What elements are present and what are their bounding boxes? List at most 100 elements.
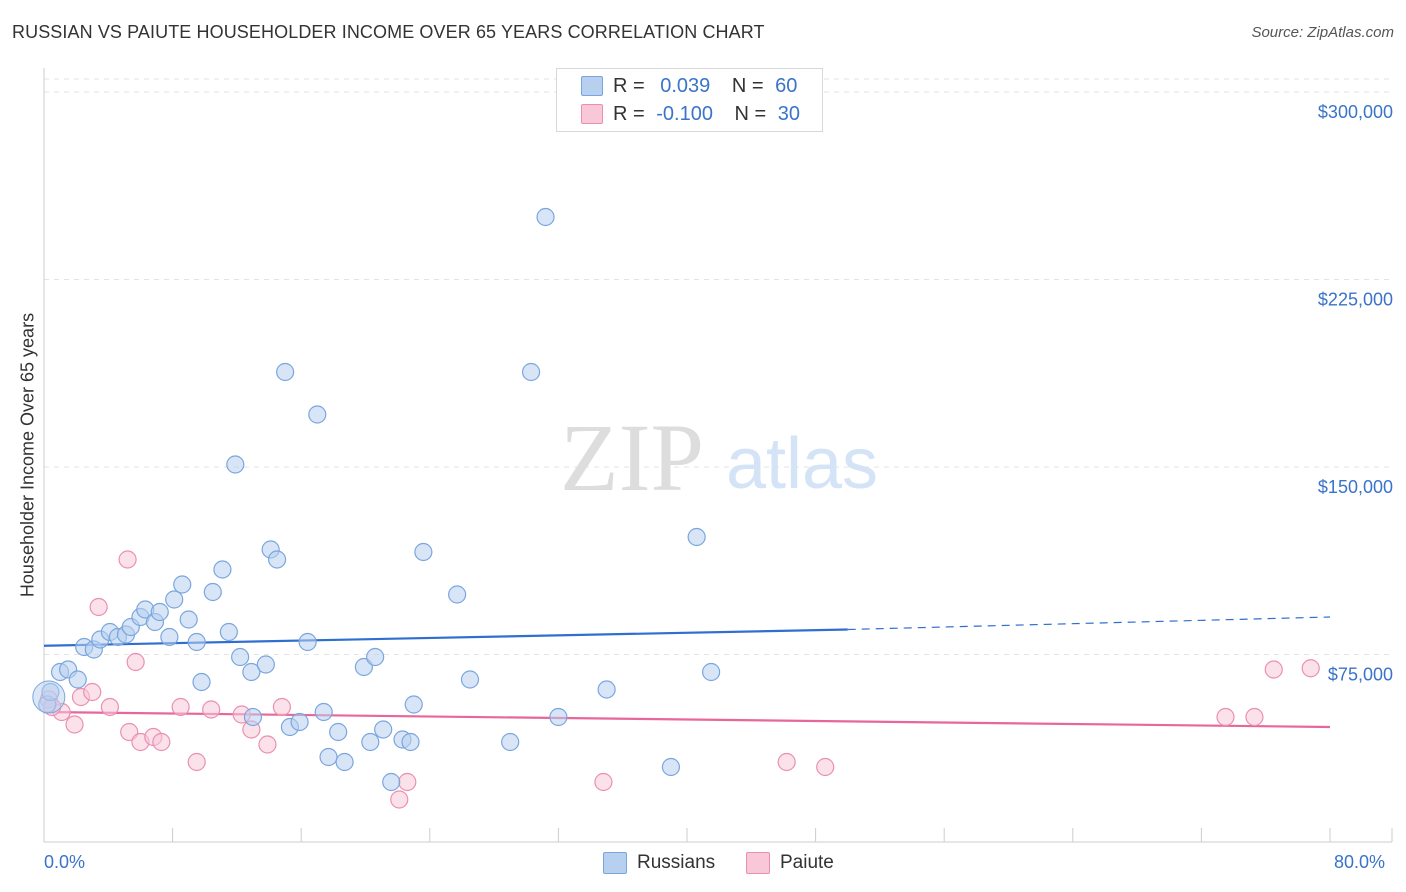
russians-point: [329, 722, 348, 742]
russians-point: [702, 662, 721, 682]
paiute-point: [390, 790, 409, 809]
russians-point: [448, 585, 467, 604]
paiute-point: [1245, 707, 1264, 727]
russians-point: [242, 662, 261, 682]
paiute-point: [202, 700, 221, 719]
paiute-point: [171, 697, 190, 717]
watermark-zip: ZIP: [560, 404, 704, 511]
paiute-point: [187, 752, 206, 772]
paiute-point: [83, 682, 102, 702]
paiute-point: [272, 697, 292, 717]
russians-point: [401, 732, 420, 752]
russians-point: [404, 695, 423, 714]
russians-point: [256, 655, 275, 674]
russians-point: [374, 720, 393, 739]
gridlines: [44, 78, 1392, 655]
paiute-point: [89, 597, 108, 617]
russians-point: [203, 582, 222, 602]
legend-r-label: R =: [613, 74, 645, 97]
paiute-point: [152, 732, 171, 752]
russians-point: [243, 707, 263, 727]
russians-point: [687, 527, 706, 547]
russians-points: [32, 207, 721, 792]
legend-paiute-r: -0.100: [656, 102, 713, 125]
russians-point: [366, 647, 385, 667]
russians-point: [173, 575, 192, 594]
russians-point: [501, 732, 520, 752]
chart-title: RUSSIAN VS PAIUTE HOUSEHOLDER INCOME OVE…: [12, 22, 765, 42]
paiute-point: [816, 757, 835, 777]
russians-point: [298, 632, 317, 652]
paiute-point: [118, 550, 137, 569]
y-tick-label: $300,000: [1318, 102, 1393, 122]
russians-point: [536, 207, 555, 227]
paiute-point: [777, 752, 796, 772]
y-tick-label: $150,000: [1318, 477, 1393, 497]
russians-point: [414, 542, 433, 562]
russians-point: [319, 747, 338, 767]
russians-point: [150, 602, 169, 622]
legend-r-label: R =: [613, 102, 645, 125]
legend-item-russians[interactable]: Russians: [603, 852, 715, 874]
legend-russians-r: 0.039: [660, 74, 711, 97]
paiute-point: [594, 772, 613, 792]
legend-swatch-paiute: [746, 852, 770, 874]
russians-point: [192, 672, 211, 692]
russians-point-cluster: [32, 680, 66, 714]
russians-point: [68, 670, 87, 689]
y-tick-label: $225,000: [1318, 290, 1393, 310]
russians-point: [267, 550, 287, 569]
russians-point: [335, 752, 354, 772]
russians-point: [549, 707, 568, 727]
russians-point: [661, 757, 681, 777]
russians-point: [290, 712, 309, 732]
russians-point: [226, 455, 245, 474]
legend-swatch-russians: [581, 76, 603, 96]
y-tick-labels: $75,000 $150,000 $225,000 $300,000: [1318, 102, 1393, 685]
russians-point: [231, 647, 250, 667]
legend-label-paiute: Paiute: [780, 852, 834, 873]
russians-point: [187, 632, 206, 652]
legend-paiute-n: 30: [777, 102, 801, 125]
russians-point: [308, 405, 327, 424]
paiute-point: [258, 735, 277, 754]
x-tick-label-max: 80.0%: [1334, 852, 1386, 872]
y-tick-label: $75,000: [1328, 665, 1393, 685]
legend-n-label: N =: [731, 74, 764, 97]
legend-swatch-paiute: [581, 104, 603, 124]
russians-trend-extension: [847, 616, 1331, 631]
correlation-legend: R = 0.039 N = 60 R = -0.100 N = 30: [556, 68, 823, 132]
russians-trend-line: [43, 628, 848, 647]
paiute-point: [1301, 659, 1320, 678]
russians-point: [160, 627, 179, 647]
russians-point: [165, 590, 184, 609]
russians-point: [460, 670, 480, 689]
legend-label-russians: Russians: [637, 852, 716, 873]
legend-item-paiute[interactable]: Paiute: [746, 852, 834, 874]
russians-point: [521, 362, 541, 382]
russians-point: [314, 702, 333, 722]
paiute-point: [65, 715, 84, 734]
russians-point: [361, 732, 380, 752]
paiute-point: [1264, 660, 1283, 679]
paiute-point: [100, 697, 120, 717]
paiute-point: [1216, 707, 1235, 727]
legend-russians-n: 60: [775, 74, 798, 97]
russians-point: [382, 772, 401, 792]
y-axis-title: Householder Income Over 65 years: [17, 312, 38, 598]
paiute-points: [39, 550, 1320, 809]
paiute-point: [398, 772, 417, 792]
source-label: Source: ZipAtlas.com: [1251, 24, 1394, 41]
russians-point: [179, 610, 198, 629]
watermark-atlas: atlas: [726, 424, 878, 504]
legend-swatch-russians: [603, 852, 627, 874]
watermark: ZIP atlas: [560, 404, 878, 511]
russians-point: [276, 362, 295, 382]
x-tick-label-min: 0.0%: [44, 852, 86, 872]
russians-point: [219, 622, 238, 642]
russians-point: [597, 680, 616, 699]
paiute-point: [126, 652, 145, 672]
russians-point: [213, 560, 232, 579]
legend-n-label: N =: [734, 102, 767, 125]
